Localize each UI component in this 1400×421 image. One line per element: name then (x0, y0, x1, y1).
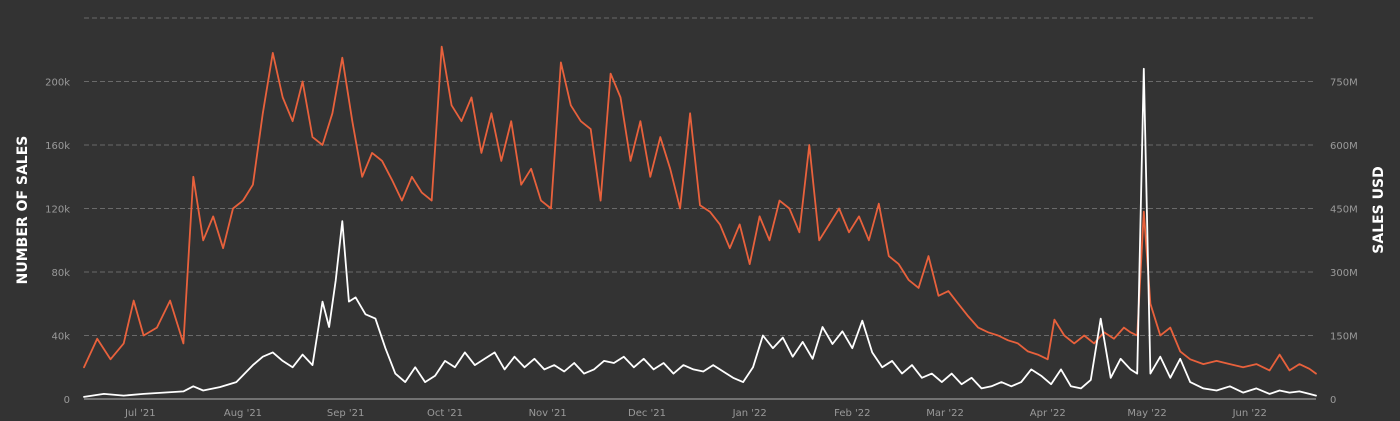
right-tick-label: 0 (1330, 395, 1336, 406)
right-tick-label: 600M (1330, 141, 1358, 152)
x-tick-label: Apr '22 (1030, 408, 1066, 419)
right-tick-label: 150M (1330, 332, 1358, 343)
x-tick-label: May '22 (1127, 408, 1166, 419)
series-lines (83, 45, 1317, 398)
x-tick-label: Nov '21 (529, 408, 567, 419)
right-axis-title: SALES USD (1371, 166, 1387, 253)
right-tick-label: 300M (1330, 268, 1358, 279)
left-tick-label: 0 (64, 395, 70, 406)
x-tick-label: Jan '22 (732, 408, 767, 419)
x-axis-ticks: Jul '21 Aug '21 Sep '21 Oct '21 Nov '21 Dec '… (124, 408, 1267, 419)
x-tick-label: Oct '21 (427, 408, 463, 419)
x-tick-label: Feb '22 (834, 408, 870, 419)
x-tick-label: Jun '22 (1232, 408, 1267, 419)
left-tick-label: 120k (45, 205, 70, 216)
right-tick-label: 750M (1330, 78, 1358, 89)
right-axis-ticks: 0 150M 300M 450M 600M 750M (1330, 78, 1358, 407)
left-tick-label: 40k (51, 332, 70, 343)
x-tick-label: Aug '21 (224, 408, 262, 419)
x-tick-label: Jul '21 (124, 408, 156, 419)
right-tick-label: 450M (1330, 205, 1358, 216)
x-tick-label: Dec '21 (628, 408, 666, 419)
left-tick-label: 80k (51, 268, 70, 279)
left-axis-ticks: 0 40k 80k 120k 160k 200k (45, 78, 70, 407)
left-tick-label: 160k (45, 141, 70, 152)
gridlines (84, 17, 1316, 400)
number-of-sales-line (83, 45, 1317, 375)
left-axis-title: NUMBER OF SALES (15, 136, 31, 285)
x-tick-label: Mar '22 (926, 408, 964, 419)
x-tick-label: Sep '21 (327, 408, 365, 419)
left-tick-label: 200k (45, 78, 70, 89)
sales-usd-line (83, 67, 1317, 398)
